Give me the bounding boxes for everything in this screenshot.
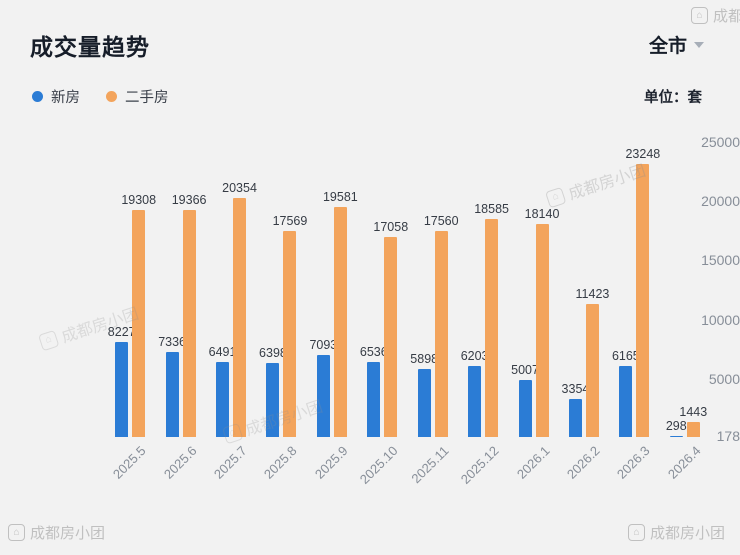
bar-value-label: 19366 bbox=[171, 192, 207, 207]
bar-new-homes[interactable]: 8227 bbox=[108, 325, 136, 437]
y-axis-tick: 15000 bbox=[701, 252, 740, 269]
bar-secondhand-homes[interactable]: 17058 bbox=[373, 220, 408, 437]
legend-dot-secondhand-homes bbox=[106, 91, 117, 102]
bar-value-label: 1443 bbox=[679, 405, 708, 420]
bar-group: 8227 19308 bbox=[105, 143, 156, 437]
bar-new-homes[interactable]: 6203 bbox=[461, 349, 489, 437]
bar-secondhand-homes[interactable]: 18140 bbox=[525, 207, 559, 437]
bar-secondhand-homes[interactable]: 17560 bbox=[424, 214, 459, 437]
bar-secondhand-homes[interactable]: 23248 bbox=[625, 147, 660, 437]
bar-new-homes[interactable]: 6398 bbox=[259, 346, 287, 437]
bar-group: 6165 23248 bbox=[609, 143, 660, 437]
bar-group: 5898 17560 bbox=[408, 143, 459, 437]
region-selector[interactable]: 全市 bbox=[649, 31, 704, 58]
chevron-down-icon bbox=[694, 41, 704, 48]
chart-legend: 新房 二手房 bbox=[32, 86, 169, 107]
bar-new-homes[interactable]: 6536 bbox=[360, 345, 388, 437]
bar-value-label: 6203 bbox=[460, 348, 489, 363]
unit-label: 单位：套 bbox=[644, 90, 702, 106]
bar-value-label: 7093 bbox=[309, 338, 338, 353]
bar-value-label: 17560 bbox=[423, 214, 459, 229]
bar-new-homes[interactable]: 3354 bbox=[562, 382, 589, 437]
bar-value-label: 17569 bbox=[272, 214, 308, 229]
bar-group: 6491 20354 bbox=[206, 143, 257, 437]
bar-group: 6203 18585 bbox=[458, 143, 509, 437]
bar-value-label: 19308 bbox=[121, 193, 157, 208]
bar-secondhand-homes[interactable]: 20354 bbox=[222, 181, 257, 437]
bar-value-label: 19581 bbox=[322, 190, 358, 205]
y-axis-tick: 20000 bbox=[701, 193, 740, 210]
bar-group: 6398 17569 bbox=[256, 143, 307, 437]
bar-new-homes[interactable]: 5898 bbox=[410, 352, 438, 437]
bar-secondhand-homes[interactable]: 11423 bbox=[576, 287, 609, 437]
bar-secondhand-homes[interactable]: 19308 bbox=[121, 193, 156, 437]
bar-value-label: 3354 bbox=[561, 382, 590, 397]
y-axis-tick: 178 bbox=[716, 428, 740, 444]
bar-value-label: 6491 bbox=[208, 345, 237, 360]
bar-value-label: 8227 bbox=[107, 324, 136, 339]
bar-secondhand-homes[interactable]: 1443 bbox=[679, 405, 707, 437]
bar-group: 298 1443 bbox=[660, 143, 710, 437]
bar-value-label: 6165 bbox=[611, 349, 640, 364]
bar-secondhand-homes[interactable]: 18585 bbox=[474, 202, 509, 437]
bar-value-label: 6398 bbox=[259, 346, 287, 361]
bar-group: 7336 19366 bbox=[155, 143, 206, 437]
bar-new-homes[interactable]: 7093 bbox=[309, 338, 337, 437]
bar-group: 5007 18140 bbox=[508, 143, 559, 437]
bar-secondhand-homes[interactable]: 19581 bbox=[323, 190, 358, 437]
legend-item-new-homes[interactable]: 新房 bbox=[32, 86, 80, 107]
bar-group: 6536 17058 bbox=[357, 143, 408, 437]
region-selector-label: 全市 bbox=[648, 36, 687, 57]
bar-value-label: 23248 bbox=[625, 146, 661, 161]
bar-value-label: 298 bbox=[665, 418, 687, 433]
bar-value-label: 5007 bbox=[511, 362, 539, 377]
y-axis-tick: 25000 bbox=[701, 134, 740, 150]
page-title: 成交量趋势 bbox=[30, 34, 150, 60]
y-axis-tick: 10000 bbox=[701, 311, 740, 328]
bar-new-homes[interactable]: 298 bbox=[666, 419, 687, 437]
y-axis-tick: 5000 bbox=[708, 370, 740, 387]
bar-value-label: 18585 bbox=[474, 201, 509, 216]
bar-new-homes[interactable]: 5007 bbox=[511, 363, 539, 437]
bar-new-homes[interactable]: 7336 bbox=[158, 335, 186, 437]
bar-secondhand-homes[interactable]: 17569 bbox=[273, 214, 307, 437]
bar-group: 7093 19581 bbox=[307, 143, 358, 437]
bar-value-label: 5898 bbox=[410, 352, 439, 367]
bar-value-label: 7336 bbox=[158, 335, 187, 350]
bar-new-homes[interactable]: 6491 bbox=[209, 345, 236, 437]
legend-label-secondhand-homes: 二手房 bbox=[125, 90, 169, 106]
legend-label-new-homes: 新房 bbox=[51, 90, 80, 106]
bar-secondhand-homes[interactable]: 19366 bbox=[172, 193, 206, 437]
bar-value-label: 18140 bbox=[524, 207, 560, 222]
bar-value-label: 11423 bbox=[575, 286, 610, 301]
bar-value-label: 20354 bbox=[222, 181, 257, 196]
bar-new-homes[interactable]: 6165 bbox=[612, 349, 640, 437]
legend-dot-new-homes bbox=[32, 91, 43, 102]
bar-value-label: 6536 bbox=[359, 344, 388, 359]
bar-group: 3354 11423 bbox=[559, 143, 609, 437]
legend-item-secondhand-homes[interactable]: 二手房 bbox=[106, 86, 169, 107]
bar-value-label: 17058 bbox=[373, 220, 409, 235]
